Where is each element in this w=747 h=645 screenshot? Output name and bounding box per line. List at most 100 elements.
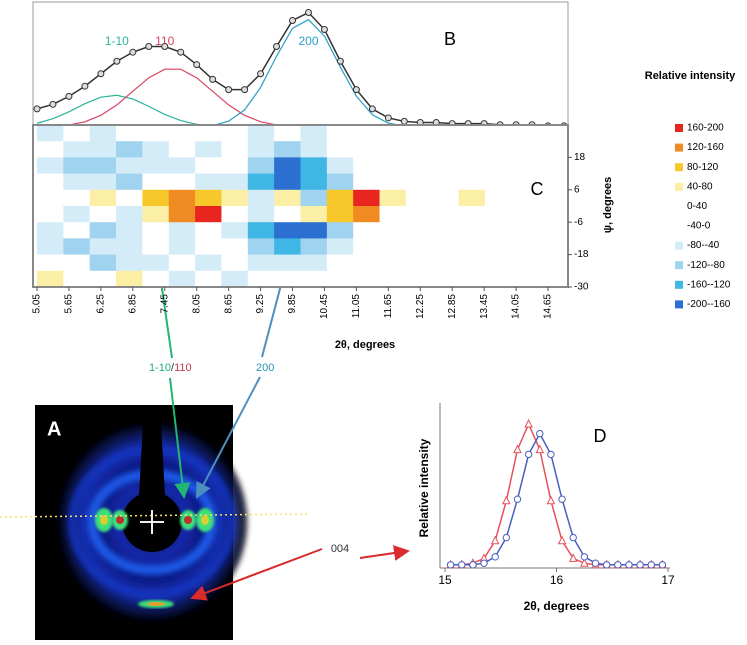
peak-label: 200 bbox=[298, 34, 318, 48]
annotation-part: 110 bbox=[174, 362, 192, 374]
x-tick-label: 14.05 bbox=[511, 294, 522, 319]
data-point bbox=[225, 86, 233, 94]
heatmap-cell bbox=[511, 141, 538, 158]
x-tick-label: 6.25 bbox=[96, 294, 107, 314]
data-point bbox=[241, 86, 249, 94]
data-point bbox=[546, 495, 556, 505]
heatmap-cell bbox=[353, 141, 380, 158]
data-point bbox=[647, 561, 655, 569]
heatmap-cell bbox=[326, 222, 354, 239]
heatmap-cell bbox=[142, 270, 170, 288]
data-point bbox=[209, 75, 217, 83]
heatmap-cell bbox=[458, 238, 486, 255]
heatmap-cell bbox=[221, 141, 249, 158]
heatmap-cell bbox=[274, 141, 301, 158]
legend-swatch bbox=[675, 280, 683, 289]
heatmap-cell bbox=[168, 173, 196, 191]
heatmap-cell bbox=[300, 141, 328, 158]
legend-title: Relative intensity bbox=[645, 70, 736, 82]
heatmap-cell bbox=[537, 222, 565, 239]
heatmap-cell bbox=[326, 189, 354, 207]
annotation-part: 1-10 bbox=[149, 362, 171, 374]
heatmap-cell bbox=[484, 141, 512, 158]
heatmap-cell bbox=[458, 206, 486, 223]
heatmap-cell bbox=[142, 254, 170, 272]
panel-label: D bbox=[594, 426, 607, 446]
heatmap-cell bbox=[511, 157, 538, 174]
heatmap-cell bbox=[221, 222, 249, 239]
heatmap-cell bbox=[537, 270, 565, 288]
peak-label: 110 bbox=[155, 34, 174, 48]
heatmap-cell bbox=[142, 206, 170, 223]
heatmap-cell bbox=[37, 206, 64, 223]
heatmap-cell bbox=[221, 189, 249, 207]
heatmap-cell bbox=[116, 189, 143, 207]
heatmap-cell bbox=[89, 206, 117, 223]
arrow bbox=[190, 548, 323, 601]
legend-label: 160-200 bbox=[687, 123, 724, 134]
heatmap-cell bbox=[300, 189, 328, 207]
y-tick-label: -6 bbox=[574, 217, 583, 228]
heatmap-cell bbox=[89, 270, 117, 288]
heatmap-cell bbox=[37, 238, 64, 255]
heatmap-cell bbox=[484, 157, 512, 174]
heatmap-cell bbox=[221, 125, 249, 142]
heatmap-cell bbox=[168, 157, 196, 174]
x-tick-label: 9.85 bbox=[287, 294, 298, 314]
data-point bbox=[161, 43, 169, 51]
heatmap-cell bbox=[247, 222, 275, 239]
heatmap-cell bbox=[116, 254, 143, 272]
heatmap-cell bbox=[89, 254, 117, 272]
heatmap-cell bbox=[168, 238, 196, 255]
heatmap-cell bbox=[405, 238, 433, 255]
data-point bbox=[568, 553, 578, 562]
heatmap-cell bbox=[353, 125, 380, 142]
data-point bbox=[257, 70, 265, 78]
x-tick-label: 15 bbox=[438, 573, 452, 587]
heatmap-cell bbox=[247, 270, 275, 288]
meridional-core bbox=[147, 602, 165, 606]
heatmap-cell bbox=[484, 125, 512, 142]
arrow bbox=[169, 377, 191, 499]
data-point bbox=[580, 558, 589, 567]
peak-label: 1-10 bbox=[105, 34, 129, 48]
heatmap-cell bbox=[353, 222, 380, 239]
heatmap-cell bbox=[353, 270, 380, 288]
heatmap-cell bbox=[432, 141, 459, 158]
heatmap-cell bbox=[274, 270, 301, 288]
panel-label: B bbox=[444, 29, 456, 49]
heatmap-cell bbox=[432, 189, 459, 207]
series-line bbox=[36, 11, 564, 127]
legend-label: -160--120 bbox=[687, 279, 731, 290]
heatmap-cell bbox=[458, 157, 486, 174]
legend-swatch bbox=[675, 300, 683, 309]
heatmap-cell bbox=[300, 270, 328, 288]
heatmap-cell bbox=[168, 125, 196, 142]
heatmap-cell bbox=[274, 206, 301, 223]
heatmap-cell bbox=[142, 125, 170, 142]
heatmap-cell bbox=[537, 206, 565, 223]
legend-swatch bbox=[675, 124, 683, 132]
heatmap-cell bbox=[168, 206, 196, 223]
heatmap-cell bbox=[142, 173, 170, 191]
heatmap-cell bbox=[63, 173, 90, 191]
heatmap-cell bbox=[142, 189, 170, 207]
heatmap-cell bbox=[63, 254, 90, 272]
heatmap-cell bbox=[195, 141, 222, 158]
x-tick-label: 14.65 bbox=[543, 294, 554, 319]
heatmap-cell bbox=[300, 254, 328, 272]
data-point bbox=[491, 553, 499, 561]
data-point bbox=[304, 9, 312, 17]
heatmap-cell bbox=[221, 157, 249, 174]
heatmap-cell bbox=[353, 173, 380, 191]
x-tick-label: 8.05 bbox=[191, 294, 202, 314]
data-point bbox=[446, 561, 455, 569]
data-point bbox=[289, 16, 297, 24]
legend-swatch bbox=[674, 201, 684, 211]
heatmap-cell bbox=[537, 238, 565, 255]
heatmap-cell bbox=[116, 206, 143, 223]
heatmap-cell bbox=[326, 141, 354, 158]
heatmap-cell bbox=[458, 254, 486, 272]
y-axis-label: ψ, degrees bbox=[602, 177, 614, 234]
